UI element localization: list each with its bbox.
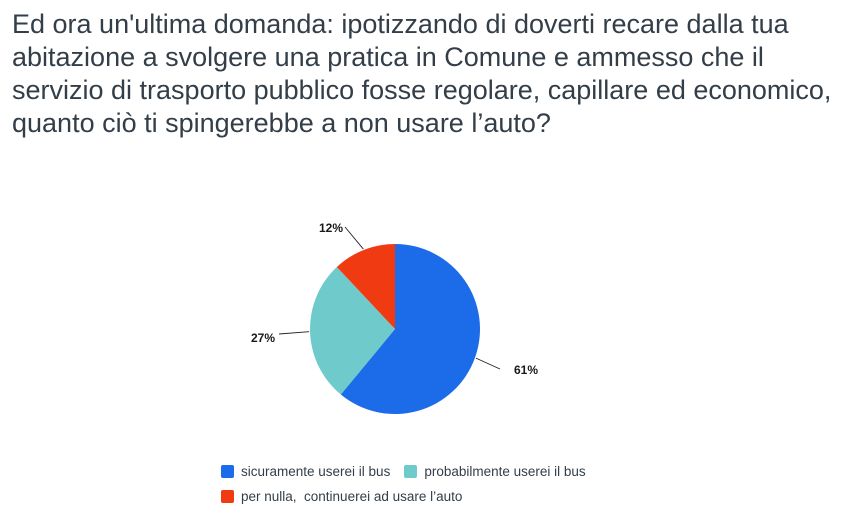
pie-data-labels: 61% 27% 12% — [251, 221, 538, 377]
data-label-2: 12% — [319, 221, 343, 235]
pie-leader-lines — [278, 226, 501, 370]
legend-swatch-blue — [221, 465, 234, 478]
pie-slices — [310, 244, 481, 414]
legend-item-probabilmente: probabilmente userei il bus — [404, 464, 586, 479]
legend-swatch-red — [221, 490, 234, 503]
chart-legend: sicuramente userei il bus probabilmente … — [221, 459, 600, 509]
pie-slice-2 — [336, 244, 395, 329]
leader-line-1 — [278, 331, 310, 335]
data-label-1: 27% — [251, 331, 275, 345]
pie-slice-0 — [340, 244, 481, 414]
legend-label: probabilmente userei il bus — [424, 464, 586, 479]
leader-line-2 — [344, 226, 364, 250]
legend-item-sicuramente: sicuramente userei il bus — [221, 464, 390, 479]
legend-item-per-nulla: per nulla, continuerei ad usare l’auto — [221, 489, 462, 504]
leader-line-0 — [475, 357, 501, 370]
legend-label: sicuramente userei il bus — [241, 464, 391, 479]
legend-label: per nulla, continuerei ad usare l’auto — [241, 489, 463, 504]
pie-slice-1 — [310, 267, 395, 395]
legend-swatch-teal — [404, 465, 418, 478]
data-label-0: 61% — [514, 363, 538, 377]
question-title: Ed ora un'ultima domanda: ipotizzando di… — [12, 9, 832, 138]
